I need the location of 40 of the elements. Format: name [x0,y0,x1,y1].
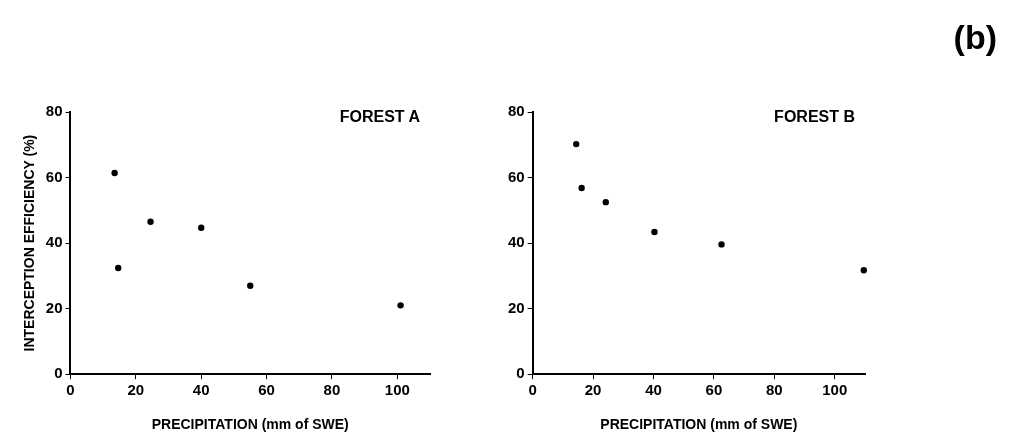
y-tick-label: 20 [508,298,525,316]
y-tick-label: 0 [516,364,525,382]
x-tick-label: 60 [705,381,723,399]
point [198,224,205,231]
chart-title: FOREST B [774,108,855,126]
point [578,184,585,192]
x-tick-label: 100 [822,381,848,399]
point [572,140,580,148]
x-axis-title: PRECIPITATION (mm of SWE) [600,416,798,433]
x-tick-label: 40 [645,381,662,399]
point [111,169,118,177]
point [247,282,254,289]
point [718,241,725,248]
x-tick-label: 80 [766,381,783,399]
x-tick-label: 80 [323,381,341,399]
x-axis-title: PRECIPITATION (mm of SWE) [151,416,349,433]
point [860,267,867,274]
point [602,198,609,206]
y-tick-label: 60 [45,167,63,185]
y-tick-label: 80 [508,102,525,120]
y-tick-label: 60 [508,167,525,185]
x-tick-label: 20 [127,381,145,399]
x-tick-label: 60 [258,381,275,399]
x-tick-label: 100 [384,381,410,399]
x-tick-label: 0 [66,381,75,399]
point [147,218,154,225]
y-axis-title: INTERCEPTION EFFICIENCY (%) [21,134,38,352]
text: (b) [953,18,997,57]
x-tick-label: 0 [528,381,537,399]
y-tick-label: 20 [45,298,63,316]
y-tick-label: 40 [45,233,63,251]
y-tick-label: 40 [508,233,525,251]
y-tick-label: 80 [45,102,63,120]
chart-title: FOREST A [339,108,421,126]
y-tick-label: 0 [54,364,63,382]
x-tick-label: 40 [192,381,210,399]
point [651,228,658,236]
point [397,302,404,309]
point [115,264,122,272]
x-tick-label: 20 [584,381,602,399]
